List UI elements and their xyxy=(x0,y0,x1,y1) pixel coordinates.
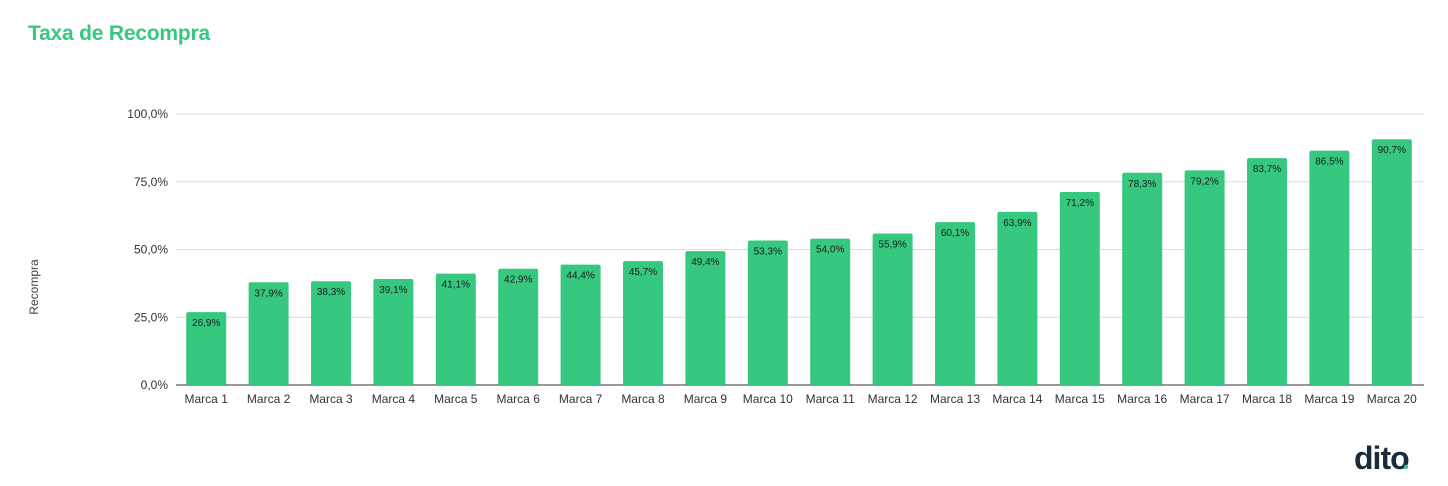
bar-10 xyxy=(747,240,788,385)
bar-20 xyxy=(1371,139,1412,385)
bar-value-label: 37,9% xyxy=(254,288,282,299)
bar-value-label: 44,4% xyxy=(566,271,594,282)
axis-labels: 0,0% 25,0% 50,0% 75,0% 100,0% 26,9% Marca 1 37,… xyxy=(127,107,1417,406)
bar-19 xyxy=(1309,150,1350,385)
bar-17 xyxy=(1184,170,1225,385)
x-tick-label: Marca 4 xyxy=(372,392,416,406)
grid-lines xyxy=(176,113,1424,386)
bar-value-label: 71,2% xyxy=(1066,198,1094,209)
x-tick-label: Marca 15 xyxy=(1055,392,1105,406)
bar-value-label: 90,7% xyxy=(1378,145,1406,156)
y-axis-label: Recompra xyxy=(27,259,41,315)
x-tick-label: Marca 16 xyxy=(1117,392,1167,406)
bar-9 xyxy=(685,251,726,385)
x-tick-label: Marca 19 xyxy=(1304,392,1354,406)
x-tick-label: Marca 9 xyxy=(684,392,728,406)
bar-value-label: 55,9% xyxy=(878,240,906,251)
bar-value-label: 49,4% xyxy=(691,257,719,268)
bar-1 xyxy=(186,312,227,385)
x-tick-label: Marca 20 xyxy=(1367,392,1417,406)
chart-title: Taxa de Recompra xyxy=(28,22,210,45)
y-tick-label: 25,0% xyxy=(134,310,168,324)
bar-value-label: 41,1% xyxy=(442,280,470,291)
x-tick-label: Marca 7 xyxy=(559,392,603,406)
x-tick-label: Marca 6 xyxy=(497,392,541,406)
x-tick-label: Marca 17 xyxy=(1180,392,1230,406)
bar-value-label: 60,1% xyxy=(941,228,969,239)
logo-dot-icon xyxy=(1403,464,1409,470)
y-tick-label: 75,0% xyxy=(134,175,168,189)
logo-text: dito xyxy=(1354,440,1409,474)
bar-value-label: 54,0% xyxy=(816,245,844,256)
x-tick-label: Marca 13 xyxy=(930,392,980,406)
x-tick-label: Marca 5 xyxy=(434,392,478,406)
bar-value-label: 53,3% xyxy=(754,247,782,258)
x-tick-label: Marca 2 xyxy=(247,392,291,406)
bar-value-label: 38,3% xyxy=(317,287,345,298)
y-tick-label: 50,0% xyxy=(134,243,168,257)
bar-value-label: 79,2% xyxy=(1190,176,1218,187)
bar-6 xyxy=(498,268,539,385)
bar-value-label: 86,5% xyxy=(1315,157,1343,168)
bar-value-label: 63,9% xyxy=(1003,218,1031,229)
x-tick-label: Marca 18 xyxy=(1242,392,1292,406)
dito-logo: dito xyxy=(1354,440,1410,474)
x-tick-label: Marca 10 xyxy=(743,392,793,406)
bar-value-label: 83,7% xyxy=(1253,164,1281,175)
y-tick-label: 0,0% xyxy=(141,378,169,392)
y-tick-label: 100,0% xyxy=(127,107,168,121)
bar-18 xyxy=(1247,158,1287,385)
x-tick-label: Marca 14 xyxy=(992,392,1042,406)
x-tick-label: Marca 1 xyxy=(185,392,229,406)
bar-value-label: 45,7% xyxy=(629,267,657,278)
x-tick-label: Marca 3 xyxy=(309,392,353,406)
bar-3 xyxy=(311,281,351,385)
bars xyxy=(186,139,1412,385)
bar-value-label: 78,3% xyxy=(1128,179,1156,190)
bar-8 xyxy=(623,261,663,385)
bar-7 xyxy=(560,264,601,385)
bar-4 xyxy=(373,279,414,385)
bar-14 xyxy=(997,211,1038,385)
x-tick-label: Marca 11 xyxy=(806,392,855,406)
bar-5 xyxy=(435,273,476,385)
bar-value-label: 26,9% xyxy=(192,318,220,329)
bar-12 xyxy=(872,233,913,385)
bar-15 xyxy=(1059,192,1100,385)
bar-value-label: 42,9% xyxy=(504,275,532,286)
bar-13 xyxy=(935,222,975,385)
bar-value-label: 39,1% xyxy=(379,285,407,296)
x-tick-label: Marca 8 xyxy=(621,392,665,406)
bar-2 xyxy=(248,282,289,385)
bar-11 xyxy=(810,238,851,385)
x-tick-label: Marca 12 xyxy=(868,392,918,406)
bar-16 xyxy=(1122,172,1163,385)
